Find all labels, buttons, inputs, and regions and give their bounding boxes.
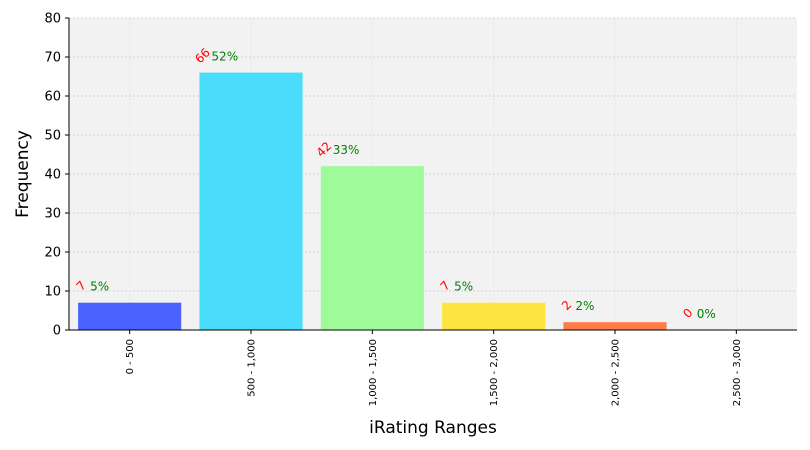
y-tick-label: 40 <box>44 168 61 183</box>
x-tick-label: 2,500 - 3,000 <box>732 339 743 406</box>
bar <box>199 72 303 330</box>
percent-label: 52% <box>211 50 238 64</box>
percent-label: 5% <box>454 280 473 294</box>
bars <box>78 72 667 330</box>
percent-label: 2% <box>575 299 594 313</box>
y-tick-label: 0 <box>53 324 61 339</box>
y-tick-label: 80 <box>44 12 61 27</box>
y-tick-label: 60 <box>44 90 61 105</box>
bar <box>442 302 546 330</box>
bar <box>320 166 424 330</box>
y-axis-title: Frequency <box>13 130 33 218</box>
x-tick-label: 1,500 - 2,000 <box>489 339 500 406</box>
grid <box>69 17 797 331</box>
percent-label: 33% <box>333 143 360 157</box>
axes: 0 10 20 30 40 50 60 70 80 0 - 500 500 - 1,000 1,000… <box>44 12 797 406</box>
y-tick-label: 20 <box>44 246 61 261</box>
y-tick-label: 10 <box>44 285 61 300</box>
y-tick-label: 70 <box>44 51 61 66</box>
percent-label: 0% <box>697 307 716 321</box>
x-tick-label: 500 - 1,000 <box>247 339 258 397</box>
x-tick-label: 0 - 500 <box>125 339 136 374</box>
bar <box>563 322 667 330</box>
x-axis-title: iRating Ranges <box>369 418 497 438</box>
y-tick-label: 30 <box>44 207 61 222</box>
bar <box>78 302 182 330</box>
x-tick-label: 2,000 - 2,500 <box>611 339 622 406</box>
y-tick-label: 50 <box>44 129 61 144</box>
x-tick-label: 1,000 - 1,500 <box>368 339 379 406</box>
percent-label: 5% <box>90 280 109 294</box>
